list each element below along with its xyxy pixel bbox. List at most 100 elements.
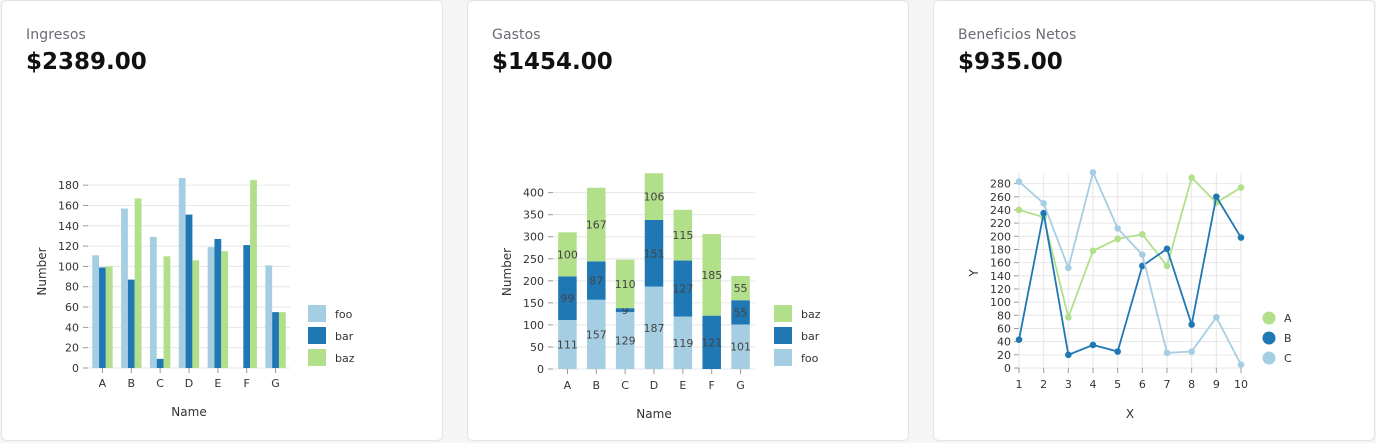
series-line-C [1019,172,1241,364]
point-C [1040,200,1047,207]
data-label: 129 [615,335,636,348]
y-tick-label: 140 [990,270,1011,283]
y-tick-label: 280 [990,178,1011,191]
beneficios-line-chart: 0204060801001201401601802002202402602801… [934,1,1374,442]
ingresos-card: Ingresos $2389.00 0 20 40 60 80 100 120 140 160 1… [1,0,443,441]
y-tick-label: 40 [997,336,1011,349]
point-C [1065,265,1072,272]
point-A [1016,207,1023,214]
legend-swatch-bar [774,327,792,344]
data-label: 110 [615,278,636,291]
y-tick-label: 120 [990,283,1011,296]
x-tick-label: 2 [1040,378,1047,391]
bar-baz-E [221,251,228,368]
data-label: 115 [672,229,693,242]
y-tick-label: 200 [990,230,1011,243]
x-tick-label: E [679,379,686,392]
data-label: 121 [701,336,722,349]
bar-foo-A [92,255,99,368]
x-tick-label: B [593,379,601,392]
y-axis-label: Number [500,248,514,296]
y-tick-label: 60 [997,322,1011,335]
x-tick-label: G [736,379,745,392]
point-C [1164,350,1171,357]
point-B [1016,336,1023,343]
x-tick-label: 1 [1016,378,1023,391]
point-B [1188,321,1195,328]
legend-swatch-baz [308,349,326,366]
x-tick-label: G [271,377,280,390]
y-tick-label: 150 [523,297,544,310]
point-A [1065,314,1072,321]
data-label: 106 [644,191,665,204]
point-B [1164,245,1171,252]
point-B [1213,193,1220,200]
gastos-card: Gastos $1454.00 0 50 100 150 200 250 300 350 400… [467,0,909,441]
y-tick-label: 20 [997,349,1011,362]
x-tick-label: E [214,377,221,390]
x-tick-label: B [128,377,136,390]
legend-label-A: A [1284,312,1292,325]
point-A [1238,184,1245,191]
x-tick-label: A [99,377,107,390]
y-tick-label: 160 [58,199,79,212]
bar-baz-A [106,266,113,368]
y-tick-label: 50 [530,341,544,354]
x-tick-label: D [650,379,658,392]
legend-label-bar: bar [801,330,820,343]
y-axis-label: Y [967,269,981,278]
y-tick-label: 300 [523,231,544,244]
x-tick-label: 7 [1164,378,1171,391]
data-label: 187 [644,322,665,335]
y-tick-label: 0 [1004,362,1011,375]
ingresos-bar-chart: 020406080100120140160180A B C D E F GNameNumbe… [2,1,442,442]
point-A [1114,236,1121,243]
x-tick-label: 8 [1188,378,1195,391]
y-tick-label: 100 [990,296,1011,309]
legend-swatch-A [1263,312,1276,325]
legend-label-foo: foo [801,352,819,365]
legend-swatch-B [1263,332,1276,345]
point-A [1139,231,1146,238]
x-tick-label: D [185,377,193,390]
legend-label-baz: baz [801,308,821,321]
x-axis-label: Name [171,405,206,419]
legend-label-B: B [1284,332,1292,345]
data-label: 151 [644,247,665,260]
data-label: 111 [557,339,578,352]
legend-label-baz: baz [335,352,355,365]
y-tick-label: 400 [523,187,544,200]
point-B [1065,352,1072,359]
legend-label-foo: foo [335,308,353,321]
data-label: 101 [730,341,751,354]
legend-swatch-baz [774,305,792,322]
bar-baz-G [279,312,286,368]
y-tick-label: 0 [72,362,79,375]
y-tick-label: 100 [58,260,79,273]
data-label: 55 [734,306,748,319]
y-tick-label: 350 [523,209,544,222]
point-A [1090,247,1097,254]
bar-foo-B [121,209,128,368]
data-label: 119 [672,337,693,350]
bar-baz-F [250,180,257,368]
y-tick-label: 80 [997,309,1011,322]
y-tick-label: 80 [65,281,79,294]
y-tick-label: 200 [523,275,544,288]
point-A [1188,174,1195,181]
x-tick-label: 3 [1065,378,1072,391]
data-label: 157 [586,328,607,341]
x-tick-label: F [709,379,715,392]
y-tick-label: 160 [990,257,1011,270]
beneficios-card: Beneficios Netos $935.00 0 20 40 60 80 100 120… [933,0,1375,441]
y-tick-label: 220 [990,217,1011,230]
x-tick-label: C [156,377,164,390]
bar-baz-B [135,198,142,368]
data-label: 167 [586,219,607,232]
data-label: 100 [557,248,578,261]
series-line-A [1019,178,1241,318]
x-axis-label: X [1126,407,1134,421]
data-label: 87 [589,275,603,288]
bar-baz-D [192,260,199,368]
bar-bar-A [99,267,106,368]
